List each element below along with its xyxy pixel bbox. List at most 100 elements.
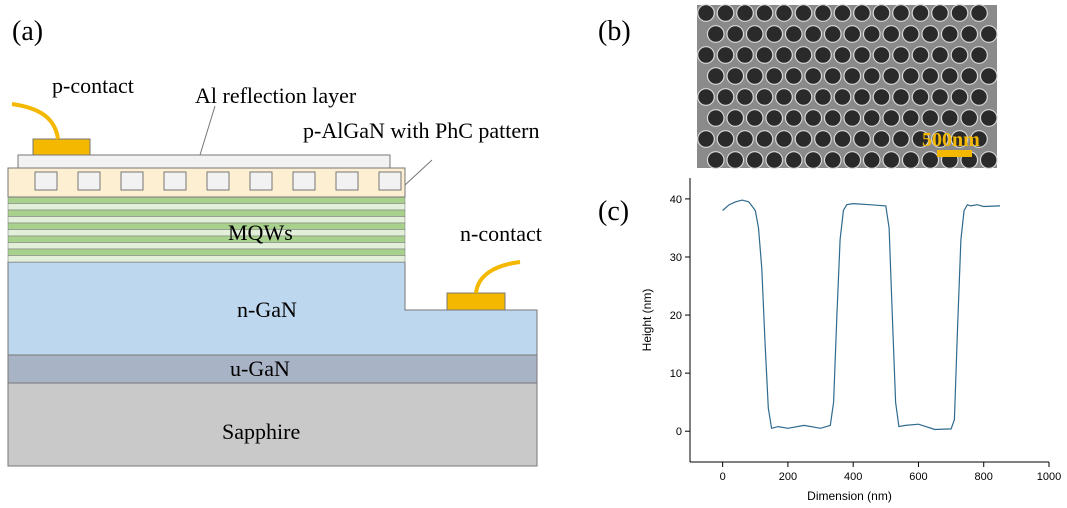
label: Sapphire <box>222 419 300 444</box>
mqw-layer <box>8 197 405 262</box>
stripe <box>8 223 405 230</box>
hole <box>902 152 919 169</box>
hole <box>932 5 949 22</box>
hole <box>854 5 871 22</box>
x-tick-label: 600 <box>909 471 927 483</box>
label: n-contact <box>460 221 542 246</box>
hole <box>737 131 754 148</box>
hole <box>883 110 900 127</box>
hole <box>805 152 822 169</box>
hole <box>873 131 890 148</box>
hole <box>844 68 861 85</box>
hole <box>815 131 832 148</box>
hole <box>795 47 812 64</box>
al-layer <box>18 155 390 168</box>
stripe <box>8 197 405 204</box>
hole <box>854 131 871 148</box>
panel-label: (b) <box>598 16 631 47</box>
label: p-AlGaN with PhC pattern <box>303 118 539 143</box>
hole <box>707 68 724 85</box>
phc-hole <box>35 172 57 190</box>
hole <box>961 110 978 127</box>
hole <box>980 68 997 85</box>
x-tick-label: 200 <box>779 471 797 483</box>
hole <box>922 110 939 127</box>
panel-a: (a) p-contact Al reflection layer p-AlGa… <box>8 16 542 466</box>
hole <box>922 26 939 43</box>
hole <box>795 89 812 106</box>
hole <box>980 110 997 127</box>
hole <box>932 89 949 106</box>
hole <box>941 68 958 85</box>
x-tick-label: 800 <box>975 471 993 483</box>
x-tick-label: 0 <box>720 471 726 483</box>
hole <box>902 110 919 127</box>
label: MQWs <box>228 220 293 245</box>
label: n-GaN <box>237 297 297 322</box>
p-contact-pad <box>33 139 90 155</box>
stripe <box>8 243 405 250</box>
hole <box>756 131 773 148</box>
hole <box>971 5 988 22</box>
hole <box>863 26 880 43</box>
hole <box>854 89 871 106</box>
stripe <box>8 217 405 224</box>
stripe <box>8 256 405 263</box>
phc-pattern <box>35 172 401 190</box>
hole <box>883 152 900 169</box>
y-tick-label: 0 <box>676 426 682 438</box>
stripe <box>8 230 405 237</box>
hole <box>815 5 832 22</box>
hole <box>727 68 744 85</box>
label: Al reflection layer <box>195 83 357 108</box>
hole <box>951 89 968 106</box>
hole <box>980 26 997 43</box>
panel-label: (c) <box>598 196 629 227</box>
hole <box>824 26 841 43</box>
leader-line <box>405 160 432 185</box>
hole <box>805 26 822 43</box>
hole <box>815 89 832 106</box>
hole <box>795 131 812 148</box>
panel-b: (b) 500nm <box>598 5 997 169</box>
hole <box>844 152 861 169</box>
label: p-contact <box>52 73 134 98</box>
leader-line <box>200 106 215 155</box>
phc-hole <box>121 172 143 190</box>
hole <box>844 26 861 43</box>
hole <box>776 89 793 106</box>
hole <box>707 152 724 169</box>
hole <box>941 110 958 127</box>
hole <box>980 152 997 169</box>
hole <box>698 5 715 22</box>
hole <box>902 68 919 85</box>
hole <box>834 89 851 106</box>
n-contact-pad <box>447 293 505 310</box>
hole <box>785 68 802 85</box>
stripe <box>8 210 405 217</box>
hole <box>961 68 978 85</box>
stripe <box>8 249 405 256</box>
hole <box>737 5 754 22</box>
hole <box>698 131 715 148</box>
hole <box>805 68 822 85</box>
hole <box>698 89 715 106</box>
line <box>723 200 1000 429</box>
hole <box>698 47 715 64</box>
hole <box>863 68 880 85</box>
scale-bar <box>937 150 972 157</box>
hole <box>737 47 754 64</box>
panel-label: (a) <box>12 16 43 47</box>
phc-hole <box>250 172 272 190</box>
hole <box>893 131 910 148</box>
hole <box>717 47 734 64</box>
hole <box>824 152 841 169</box>
hole <box>863 152 880 169</box>
hole <box>756 5 773 22</box>
phc-hole <box>164 172 186 190</box>
hole <box>727 26 744 43</box>
hole <box>971 47 988 64</box>
x-tick-label: 1000 <box>1037 471 1061 483</box>
scale-label: 500nm <box>922 129 980 151</box>
hole <box>707 26 724 43</box>
